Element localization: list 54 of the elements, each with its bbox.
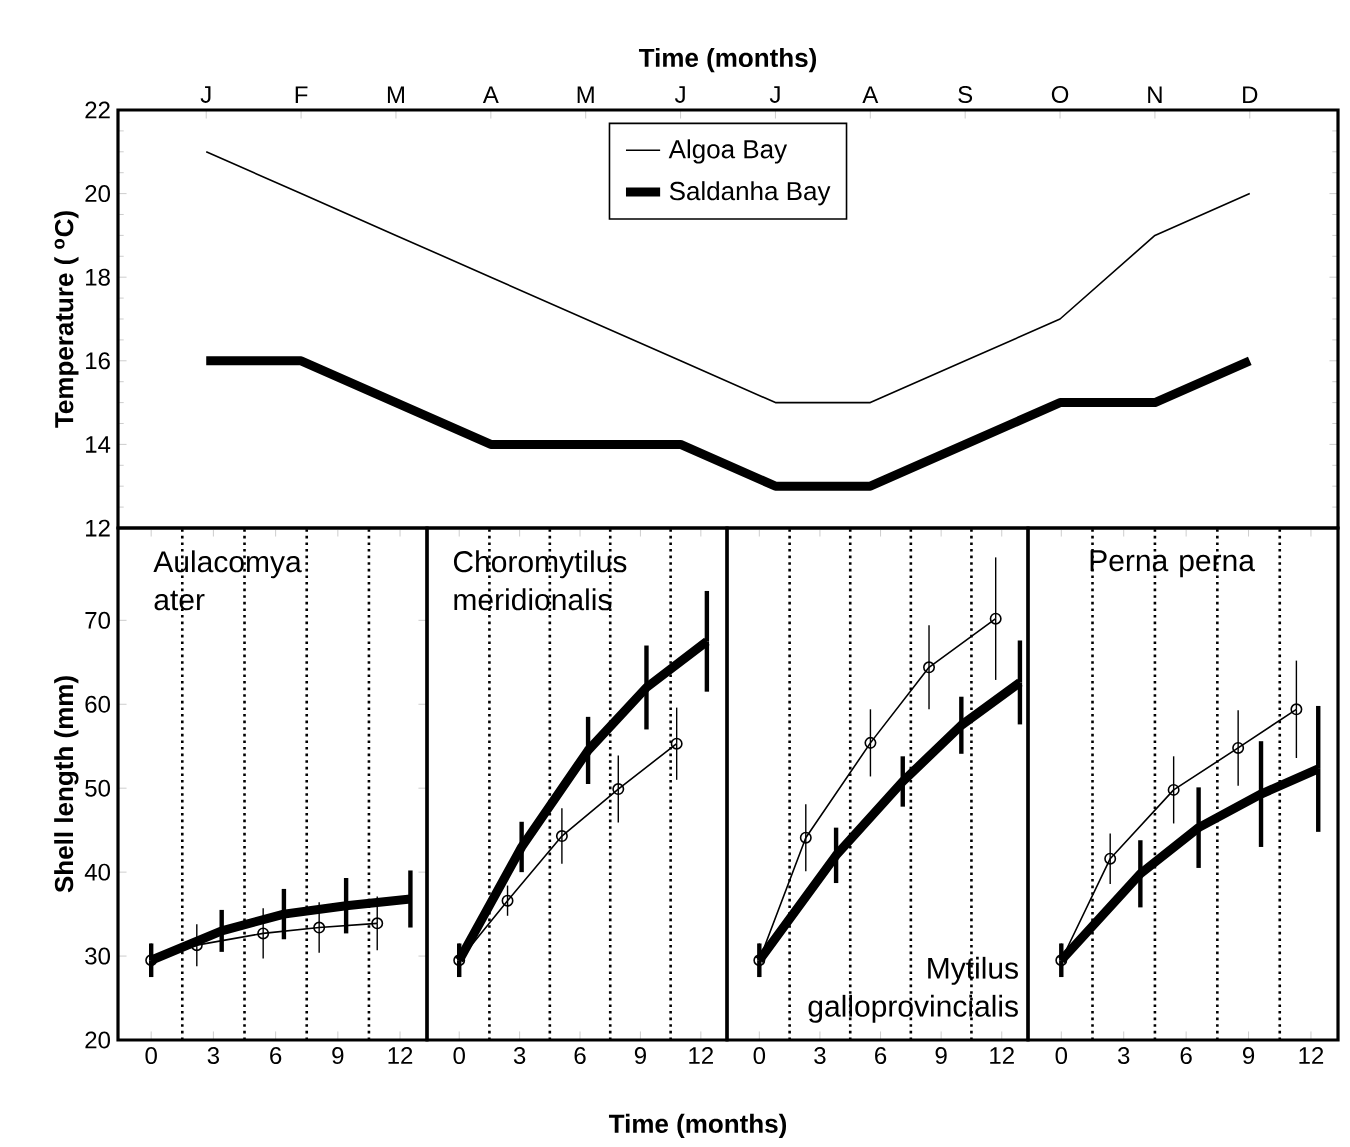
x-tick-label: S (958, 85, 973, 103)
x-tick-label: 9 (332, 1047, 344, 1065)
x-tick-label: J (769, 86, 780, 103)
x-tick-label: 6 (1180, 1047, 1192, 1065)
y-tick-label: 20 (85, 185, 110, 203)
x-tick-label: F (295, 86, 308, 103)
x-tick-label: 6 (875, 1047, 887, 1065)
x-tick-label: 3 (1117, 1047, 1130, 1065)
legend-label: Algoa Bay (668, 139, 788, 164)
y-tick-label: 18 (86, 268, 110, 286)
y-tick-label: 50 (85, 779, 110, 797)
x-tick-label: 0 (753, 1047, 766, 1065)
x-tick-label: 0 (1055, 1047, 1068, 1065)
y-axis-title: Temperature ( $^{o}$C) (54, 211, 79, 428)
x-tick-label: 3 (814, 1047, 826, 1065)
y-tick-label: 22 (85, 101, 110, 119)
text: Perna perna (1090, 550, 1255, 578)
y-tick-label: 14 (86, 436, 111, 453)
x-tick-label: 9 (1243, 1047, 1255, 1065)
text: Aulacomya ater (153, 550, 302, 611)
x-tick-label: 12 (388, 1047, 413, 1064)
x-tick-label: A (482, 86, 499, 103)
y-axis-title: Shell length (mm) (54, 676, 79, 893)
x-tick-label: 12 (990, 1047, 1014, 1064)
y-tick-label: 70 (85, 611, 110, 629)
text: Mytilus galloprovincialis (808, 956, 1018, 1023)
x-tick-label: 3 (207, 1047, 220, 1065)
x-tick-label: O (1051, 85, 1069, 103)
x-tick-label: 12 (1299, 1047, 1324, 1064)
x-tick-label: M (387, 86, 404, 103)
x-tick-label: 6 (574, 1047, 586, 1065)
x-tick-label: 3 (513, 1047, 526, 1065)
x-tick-label: 0 (453, 1047, 465, 1065)
x-tick-label: N (1148, 86, 1162, 103)
text: Choromytilus meridionalis (453, 550, 627, 611)
x-axis-title: Time (months) (608, 1113, 787, 1139)
x-tick-label: 9 (935, 1047, 947, 1065)
y-tick-label: 40 (84, 863, 110, 881)
y-tick-label: 12 (86, 519, 110, 537)
x-tick-label: A (862, 86, 879, 103)
x-tick-label: 6 (270, 1047, 282, 1065)
y-tick-label: 16 (86, 352, 110, 370)
x-tick-label: M (577, 86, 594, 103)
x-tick-label: 9 (634, 1047, 646, 1065)
x-tick-label: D (1243, 86, 1258, 103)
x-tick-label: J (674, 86, 685, 103)
y-tick-label: 60 (85, 695, 110, 713)
x-axis-title: Time (months) (638, 47, 817, 73)
x-tick-label: J (200, 86, 211, 103)
x-tick-label: 0 (145, 1047, 157, 1065)
legend-label: Saldanha Bay (669, 181, 831, 206)
x-tick-label: 12 (689, 1047, 713, 1064)
y-tick-label: 20 (85, 1031, 110, 1049)
y-tick-label: 30 (85, 947, 110, 965)
